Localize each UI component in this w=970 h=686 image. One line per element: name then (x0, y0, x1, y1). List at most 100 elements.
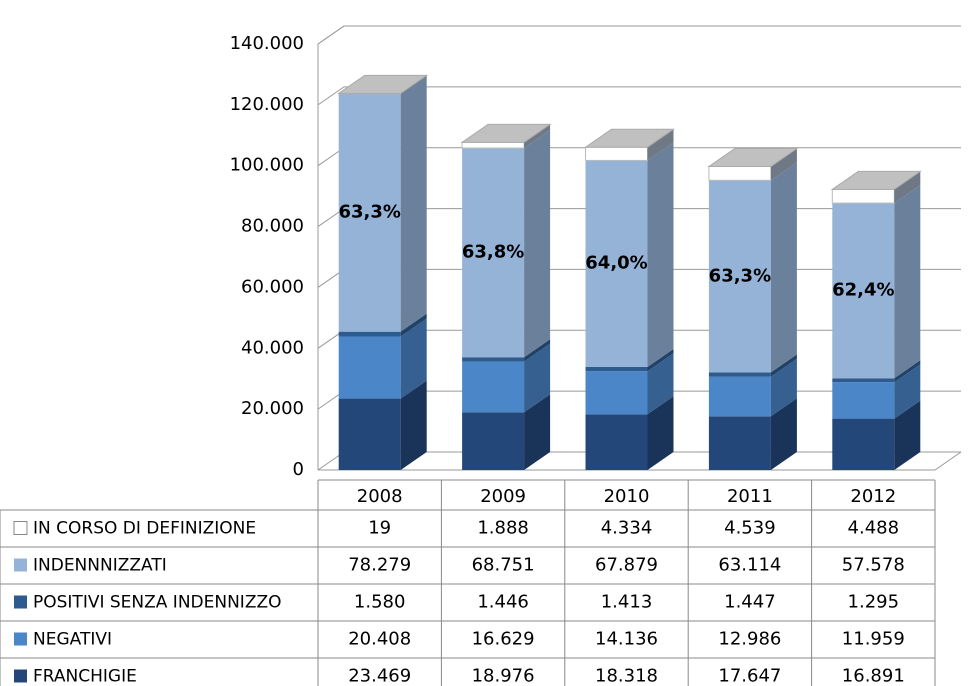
legend-swatch (14, 632, 27, 646)
legend-label: INDENNNIZZATI (33, 556, 167, 576)
table-value: 4.488 (848, 518, 900, 539)
table-value: 4.334 (601, 518, 653, 539)
bar-segment-side (400, 75, 427, 332)
legend-label: POSITIVI SENZA INDENNIZZO (33, 593, 282, 613)
bar-segment-side (770, 354, 797, 377)
table-value: 63.114 (718, 555, 781, 576)
table-value: 1.446 (477, 592, 529, 613)
table-value: 16.891 (842, 666, 905, 686)
bar-segment-side (770, 358, 797, 417)
bar-segment-side (647, 396, 674, 470)
table-value: 68.751 (472, 555, 535, 576)
table-value: 23.469 (348, 666, 411, 686)
bar-segment-side (400, 313, 427, 337)
y-tick-label: 140.000 (230, 33, 304, 54)
table-value: 4.539 (724, 518, 776, 539)
legend-label: NEGATIVI (33, 630, 112, 650)
grid-line (317, 25, 961, 45)
bar-segment (461, 141, 525, 149)
bar-segment-side (400, 380, 427, 470)
y-tick-label: 20.000 (241, 398, 304, 419)
table-value: 18.318 (595, 666, 658, 686)
y-tick-label: 60.000 (241, 276, 304, 297)
bar-segment-side (647, 348, 674, 372)
legend-label: IN CORSO DI DEFINIZIONE (33, 519, 256, 539)
table-value: 1.888 (477, 518, 529, 539)
bar-top (707, 148, 799, 168)
legend-swatch (14, 669, 27, 683)
table-value: 1.295 (848, 592, 900, 613)
table-value: 78.279 (348, 555, 411, 576)
bar-segment (585, 414, 648, 470)
percent-label: 64,0% (585, 253, 647, 274)
percent-label: 63,3% (338, 202, 400, 223)
x-tick-label: 2011 (727, 486, 773, 507)
percent-label: 63,3% (709, 265, 771, 286)
x-tick-label: 2012 (850, 486, 896, 507)
bar-segment-side (894, 400, 921, 470)
bar-segment (462, 361, 525, 413)
table-value: 1.413 (601, 592, 653, 613)
bar-segment (585, 160, 648, 367)
bar-segment (832, 418, 895, 470)
percent-label: 62,4% (832, 280, 894, 301)
legend-swatch (13, 521, 28, 535)
x-tick-label: 2009 (480, 486, 526, 507)
legend-swatch (14, 558, 27, 572)
bar-segment (708, 180, 771, 373)
bar-top (460, 123, 552, 143)
y-tick-label: 0 (293, 459, 304, 480)
bar-segment-side (524, 124, 551, 149)
bar-segment (338, 331, 401, 337)
percent-label: 63,8% (462, 242, 524, 263)
bar-top (830, 170, 922, 190)
bar-segment (832, 203, 895, 379)
bar-segment-side (770, 162, 797, 373)
bar-segment (585, 371, 648, 415)
bar-segment (462, 148, 525, 358)
x-tick-label: 2008 (357, 486, 403, 507)
bar-segment (585, 146, 648, 161)
bar-segment (585, 366, 648, 372)
grid-line (317, 86, 961, 106)
bar-segment-side (524, 130, 551, 358)
bar-segment (832, 378, 895, 383)
table-value: 17.647 (718, 666, 781, 686)
bar-segment-side (894, 364, 921, 419)
bar-segment (708, 416, 771, 470)
bar-segment (462, 357, 525, 362)
bar-segment (462, 412, 525, 470)
bar-segment-side (770, 398, 797, 470)
bar-segment (708, 376, 771, 417)
table-value: 11.959 (842, 629, 905, 650)
table-value: 20.408 (348, 629, 411, 650)
bar-segment-side (400, 318, 427, 399)
y-tick-label: 120.000 (230, 94, 304, 115)
bar-segment-side (894, 171, 921, 204)
bar-segment-side (647, 353, 674, 415)
bar-segment (708, 372, 771, 377)
bar-segment-side (894, 185, 921, 379)
y-tick-label: 40.000 (241, 337, 304, 358)
bar-segment (338, 336, 401, 399)
table-value: 1.580 (354, 592, 406, 613)
y-tick-label: 80.000 (241, 216, 304, 237)
bar-segment (832, 382, 895, 419)
table-value: 16.629 (472, 629, 535, 650)
table-value: 12.986 (718, 629, 781, 650)
bar-segment (831, 188, 895, 204)
bar-segment (708, 166, 772, 181)
bar-top (337, 74, 429, 94)
bar-segment (338, 93, 401, 332)
table-value: 57.578 (842, 555, 905, 576)
table-value: 1.447 (724, 592, 776, 613)
table-value: 19 (368, 518, 391, 539)
table-value: 18.976 (472, 666, 535, 686)
legend-swatch (14, 595, 27, 609)
bar-segment (338, 398, 401, 470)
bar-top (583, 128, 676, 148)
bar-segment-side (894, 360, 921, 383)
legend-label: FRANCHIGIE (33, 667, 137, 686)
bar-segment-side (647, 129, 674, 161)
